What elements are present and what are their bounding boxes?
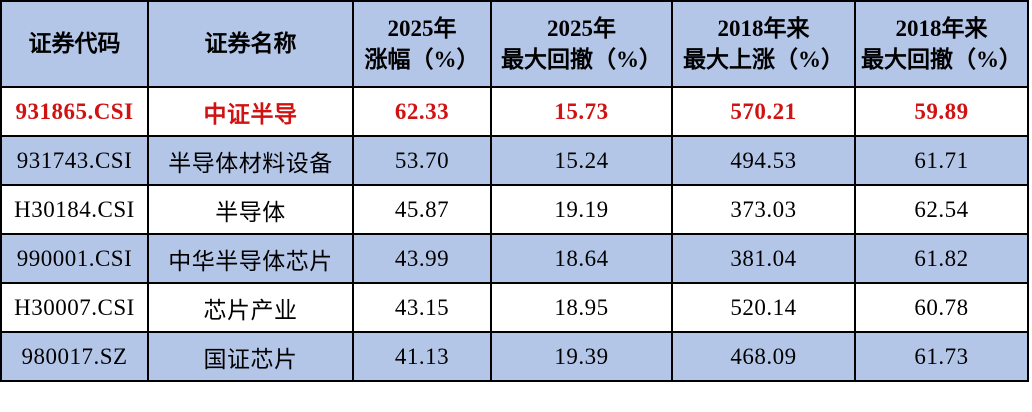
cell-name: 芯片产业 xyxy=(147,282,354,333)
cell-max_rise_since_2018_pct: 468.09 xyxy=(671,331,856,382)
cell-gain_2025_pct: 53.70 xyxy=(352,135,492,186)
cell-name: 中证半导 xyxy=(147,86,354,137)
cell-max_drawdown_2025_pct: 15.24 xyxy=(490,135,673,186)
cell-code: 931743.CSI xyxy=(0,135,149,186)
table-row-931865.CSI: 931865.CSI 中证半导 62.33 15.73 570.21 59.89 xyxy=(0,86,1029,137)
table-row-H30007.CSI: H30007.CSI 芯片产业 43.15 18.95 520.14 60.78 xyxy=(0,282,1029,333)
cell-max_rise_since_2018_pct: 520.14 xyxy=(671,282,856,333)
cell-code: H30184.CSI xyxy=(0,184,149,235)
cell-code: H30007.CSI xyxy=(0,282,149,333)
cell-max_drawdown_2025_pct: 15.73 xyxy=(490,86,673,137)
cell-code: 990001.CSI xyxy=(0,233,149,284)
cell-gain_2025_pct: 41.13 xyxy=(352,331,492,382)
column-header-0: 证券代码 xyxy=(0,0,149,88)
cell-max_rise_since_2018_pct: 373.03 xyxy=(671,184,856,235)
index-table: 证券代码 证券名称 2025年 涨幅（%） 2025年 最大回撤（%） 2018年来 最… xyxy=(0,0,1029,382)
cell-name: 国证芯片 xyxy=(147,331,354,382)
cell-max_drawdown_since_2018_pct: 61.71 xyxy=(854,135,1029,186)
cell-max_drawdown_since_2018_pct: 61.82 xyxy=(854,233,1029,284)
table-row-990001.CSI: 990001.CSI 中华半导体芯片 43.99 18.64 381.04 61.82 xyxy=(0,233,1029,284)
column-header-5: 2018年来 最大回撤（%） xyxy=(854,0,1029,88)
cell-max_rise_since_2018_pct: 570.21 xyxy=(671,86,856,137)
cell-max_drawdown_since_2018_pct: 61.73 xyxy=(854,331,1029,382)
cell-name: 中华半导体芯片 xyxy=(147,233,354,284)
table-row-931743.CSI: 931743.CSI 半导体材料设备 53.70 15.24 494.53 61.71 xyxy=(0,135,1029,186)
cell-gain_2025_pct: 43.99 xyxy=(352,233,492,284)
cell-code: 931865.CSI xyxy=(0,86,149,137)
column-header-4: 2018年来 最大上涨（%） xyxy=(671,0,856,88)
column-header-2: 2025年 涨幅（%） xyxy=(352,0,492,88)
cell-max_rise_since_2018_pct: 494.53 xyxy=(671,135,856,186)
cell-code: 980017.SZ xyxy=(0,331,149,382)
table-header-row: 证券代码 证券名称 2025年 涨幅（%） 2025年 最大回撤（%） 2018年来 最… xyxy=(0,0,1029,88)
cell-max_rise_since_2018_pct: 381.04 xyxy=(671,233,856,284)
cell-gain_2025_pct: 45.87 xyxy=(352,184,492,235)
cell-name: 半导体 xyxy=(147,184,354,235)
cell-max_drawdown_since_2018_pct: 62.54 xyxy=(854,184,1029,235)
cell-max_drawdown_2025_pct: 18.95 xyxy=(490,282,673,333)
table-row-980017.SZ: 980017.SZ 国证芯片 41.13 19.39 468.09 61.73 xyxy=(0,331,1029,382)
cell-max_drawdown_since_2018_pct: 60.78 xyxy=(854,282,1029,333)
cell-max_drawdown_since_2018_pct: 59.89 xyxy=(854,86,1029,137)
column-header-1: 证券名称 xyxy=(147,0,354,88)
cell-max_drawdown_2025_pct: 18.64 xyxy=(490,233,673,284)
cell-max_drawdown_2025_pct: 19.19 xyxy=(490,184,673,235)
cell-gain_2025_pct: 62.33 xyxy=(352,86,492,137)
cell-name: 半导体材料设备 xyxy=(147,135,354,186)
table-row-H30184.CSI: H30184.CSI 半导体 45.87 19.19 373.03 62.54 xyxy=(0,184,1029,235)
column-header-3: 2025年 最大回撤（%） xyxy=(490,0,673,88)
cell-gain_2025_pct: 43.15 xyxy=(352,282,492,333)
cell-max_drawdown_2025_pct: 19.39 xyxy=(490,331,673,382)
